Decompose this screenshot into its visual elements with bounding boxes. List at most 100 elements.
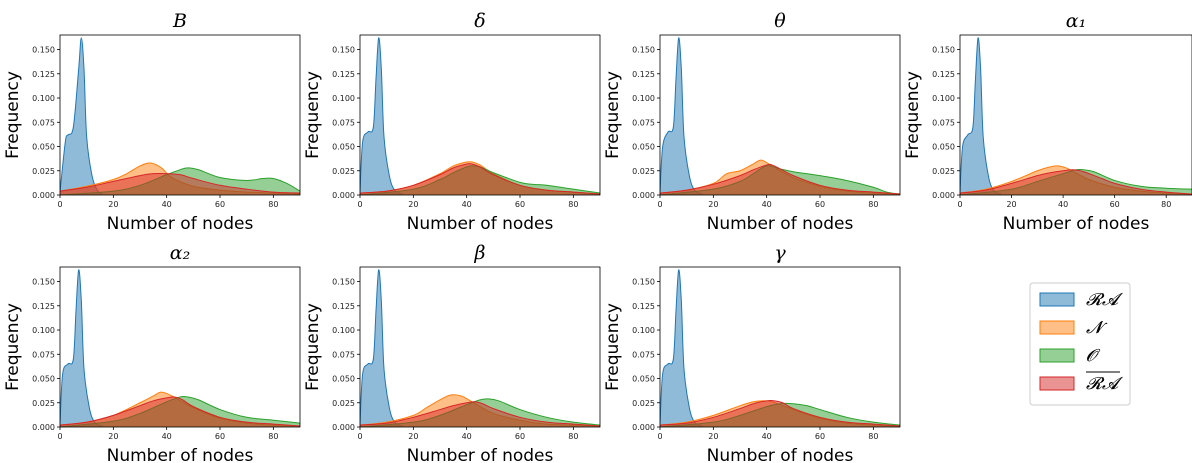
- panel-title: γ: [774, 242, 786, 264]
- panel-title: δ: [474, 10, 485, 32]
- axes-frame: [659, 34, 901, 196]
- y-tick-label: 0.025: [632, 167, 655, 176]
- legend-swatch-4: [1039, 376, 1075, 391]
- legend-swatch-1: [1039, 292, 1075, 307]
- y-tick-label: 0.150: [32, 46, 55, 55]
- y-tick-label: 0.050: [32, 375, 55, 384]
- x-axis-label: Number of nodes: [107, 446, 254, 463]
- y-tick-label: 0.025: [632, 399, 655, 408]
- x-tick-label: 0: [657, 200, 662, 209]
- density-area-series-1: [660, 37, 703, 195]
- density-area-series-4: [660, 164, 900, 195]
- y-tick-label: 0.150: [332, 278, 355, 287]
- y-tick-label: 0.000: [32, 191, 55, 200]
- x-tick-label: 80: [268, 200, 278, 209]
- y-tick-label: 0.075: [932, 118, 955, 127]
- y-tick-label: 0.100: [332, 94, 355, 103]
- y-tick-label: 0.025: [332, 167, 355, 176]
- y-tick-label: 0.025: [32, 167, 55, 176]
- y-axis-label: Frequency: [903, 71, 923, 159]
- panel-areas: [60, 269, 300, 427]
- density-line-series-4: [660, 400, 900, 427]
- y-tick-label: 0.075: [332, 118, 355, 127]
- y-tick-label: 0.125: [32, 302, 55, 311]
- x-tick-label: 60: [1110, 200, 1120, 209]
- x-tick-label: 80: [268, 432, 278, 441]
- y-tick-label: 0.125: [332, 70, 355, 79]
- y-tick-label: 0.050: [332, 375, 355, 384]
- panel-5: 0 20 40 60 80 0.000 0.025 0.050 0.075 0.100 0.125 0…: [3, 242, 301, 463]
- density-area-series-1: [960, 37, 1002, 195]
- panel-areas: [60, 37, 300, 195]
- y-tick-label: 0.025: [332, 399, 355, 408]
- x-axis-label: Number of nodes: [107, 214, 254, 234]
- density-line-series-4: [60, 396, 300, 427]
- y-tick-label: 0.025: [32, 399, 55, 408]
- y-tick-label: 0.075: [32, 350, 55, 359]
- x-tick-label: 0: [957, 200, 962, 209]
- x-tick-label: 40: [162, 200, 172, 209]
- x-tick-label: 60: [815, 432, 825, 441]
- x-tick-label: 20: [408, 200, 418, 209]
- y-tick-label: 0.000: [32, 423, 55, 432]
- y-tick-label: 0.050: [632, 375, 655, 384]
- panel-title: θ: [774, 10, 786, 32]
- panel-3: 0 20 40 60 80 0.000 0.025 0.050 0.075 0.100 0.125 0…: [603, 10, 901, 234]
- y-tick-label: 0.150: [32, 278, 55, 287]
- density-area-series-1: [60, 269, 103, 427]
- x-tick-label: 80: [1161, 200, 1171, 209]
- panel-title: α₂: [170, 242, 190, 264]
- x-tick-label: 60: [515, 200, 525, 209]
- y-tick-label: 0.100: [632, 94, 655, 103]
- y-tick-label: 0.050: [332, 143, 355, 152]
- y-tick-label: 0.000: [332, 191, 355, 200]
- x-tick-label: 60: [215, 432, 225, 441]
- density-line-series-1: [60, 269, 103, 427]
- density-line-series-1: [360, 37, 403, 195]
- y-axis-label: Frequency: [3, 71, 23, 159]
- y-axis-label: Frequency: [603, 71, 623, 159]
- x-tick-label: 40: [1058, 200, 1068, 209]
- panel-1: 0 20 40 60 80 0.000 0.025 0.050 0.075 0.100 0.125 0…: [3, 10, 301, 234]
- y-tick-label: 0.000: [632, 191, 655, 200]
- x-tick-label: 40: [462, 432, 472, 441]
- x-tick-label: 40: [162, 432, 172, 441]
- y-tick-label: 0.050: [32, 143, 55, 152]
- axes-frame: [59, 34, 301, 196]
- x-tick-label: 20: [108, 432, 118, 441]
- density-area-series-4: [360, 163, 600, 195]
- y-tick-label: 0.125: [32, 70, 55, 79]
- density-area-series-4: [960, 169, 1192, 195]
- panel-areas: [360, 37, 600, 195]
- y-tick-label: 0.100: [332, 326, 355, 335]
- x-tick-label: 20: [108, 200, 118, 209]
- y-tick-label: 0.000: [932, 191, 955, 200]
- x-axis-label: Number of nodes: [407, 446, 554, 463]
- panel-title: α₁: [1066, 10, 1086, 32]
- panel-6: 0 20 40 60 80 0.000 0.025 0.050 0.075 0.100 0.125 0…: [303, 242, 601, 463]
- y-tick-label: 0.100: [32, 326, 55, 335]
- x-axis-label: Number of nodes: [407, 214, 554, 234]
- density-area-series-1: [360, 269, 403, 427]
- x-tick-label: 0: [57, 432, 62, 441]
- axes-frame: [659, 266, 901, 428]
- y-tick-label: 0.075: [632, 350, 655, 359]
- x-tick-label: 60: [515, 432, 525, 441]
- legend-swatch-3: [1039, 348, 1075, 363]
- density-area-series-1: [60, 37, 103, 195]
- x-axis-label: Number of nodes: [707, 446, 854, 463]
- y-tick-label: 0.050: [932, 143, 955, 152]
- legend-swatch-2: [1039, 320, 1075, 335]
- density-line-series-1: [360, 269, 403, 427]
- y-tick-label: 0.150: [632, 278, 655, 287]
- legend-label-4: 𝓡𝓐: [1086, 374, 1124, 394]
- density-line-series-1: [960, 37, 1002, 195]
- density-line-series-4: [360, 401, 600, 427]
- legend-frame: [1029, 282, 1131, 406]
- x-tick-label: 20: [708, 200, 718, 209]
- axes-frame: [959, 34, 1192, 196]
- y-tick-label: 0.150: [332, 46, 355, 55]
- y-tick-label: 0.125: [632, 302, 655, 311]
